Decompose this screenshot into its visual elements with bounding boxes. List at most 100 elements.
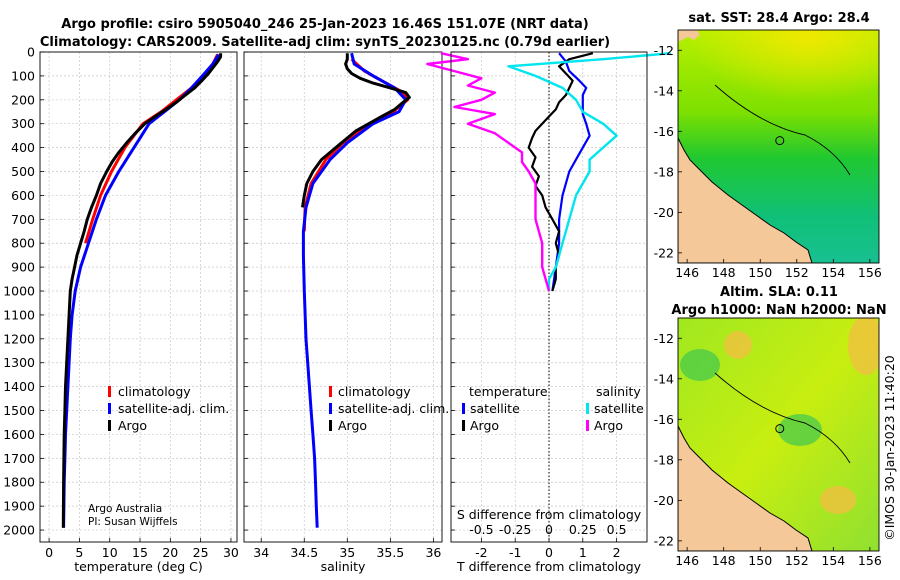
s-tick-label: -0.5 — [469, 522, 493, 537]
y-tick-label: 1700 — [3, 451, 35, 466]
sst-reef-contour — [714, 84, 851, 176]
y-tick-label: 1200 — [3, 331, 35, 346]
series-line-temperature-satellite — [551, 52, 591, 292]
legend-swatch-satellite — [108, 403, 111, 414]
x-tick-label: 34.5 — [290, 545, 318, 560]
series-line-salinity-satellite — [507, 52, 671, 291]
series-line-salinity-argo — [426, 52, 551, 292]
legend-swatch-sal-satellite — [586, 403, 589, 414]
sla-high-east — [848, 318, 879, 375]
y-tick-label: 1000 — [3, 284, 35, 299]
s-tick-label: 0.25 — [569, 522, 597, 537]
legend-swatch-climatology — [329, 386, 332, 397]
y-tick-label: 1500 — [3, 403, 35, 418]
y-tick-label: 1900 — [3, 499, 35, 514]
map-x-tick-label: 154 — [821, 265, 845, 280]
y-tick-label: 1600 — [3, 427, 35, 442]
map-y-tick-label: -12 — [654, 331, 674, 346]
legend-sal-satellite: satellite — [594, 401, 644, 416]
legend-temp-satellite: satellite — [470, 401, 520, 416]
y-tick-label: 100 — [11, 68, 35, 83]
y-tick-label: 800 — [11, 236, 35, 251]
legend-temperature: temperature — [469, 384, 548, 399]
temperature-gridlines — [40, 51, 237, 542]
sla-profile-marker — [775, 424, 785, 434]
map-y-tick-label: -22 — [654, 533, 674, 548]
salinity-xlabel: salinity — [321, 559, 366, 574]
s-tick-label: 0 — [545, 522, 553, 537]
map-x-tick-label: 148 — [712, 265, 736, 280]
map-y-tick-label: -14 — [654, 83, 674, 98]
sla-map-title2: Argo h1000: NaN h2000: NaN — [671, 303, 886, 318]
map-y-tick-label: -12 — [654, 43, 674, 58]
map-y-tick-label: -18 — [654, 164, 674, 179]
credit-line1: Argo Australia — [88, 503, 162, 515]
x-tick-label: 0 — [45, 545, 53, 560]
x-tick-label: 35.5 — [376, 545, 404, 560]
salinity-ticks: 34 34.5 35 35.5 36 — [244, 51, 441, 560]
temperature-xlabel: temperature (deg C) — [74, 559, 203, 574]
y-tick-label: 500 — [11, 164, 35, 179]
sst-warm-region — [678, 30, 879, 140]
sla-map-title: Altim. SLA: 0.11 — [720, 285, 838, 300]
sla-map-ticks: 146 148 150 152 154 156 -12 -14 -16 -18 -20 -22 — [654, 331, 882, 568]
difference-legend: temperature satellite Argo salinity sate… — [462, 384, 644, 433]
sla-low-centre — [778, 414, 822, 446]
legend-climatology: climatology — [118, 384, 191, 399]
difference-xlabel: T difference from climatology — [456, 559, 642, 574]
legend-temp-argo: Argo — [470, 418, 499, 433]
map-y-tick-label: -20 — [654, 205, 674, 220]
map-y-tick-label: -20 — [654, 493, 674, 508]
y-tick-label: 1100 — [3, 307, 35, 322]
map-x-tick-label: 146 — [675, 553, 699, 568]
map-x-tick-label: 150 — [748, 553, 772, 568]
x-tick-label: 35 — [339, 545, 355, 560]
legend-sal-argo: Argo — [594, 418, 623, 433]
legend-swatch-argo — [108, 420, 111, 431]
sla-reef-contour — [714, 372, 851, 464]
legend-salinity: salinity — [596, 384, 641, 399]
s-tick-label: -0.25 — [499, 522, 531, 537]
y-tick-label: 900 — [11, 260, 35, 275]
y-tick-label: 1300 — [3, 355, 35, 370]
map-y-tick-label: -22 — [654, 245, 674, 260]
legend-argo: Argo — [118, 418, 147, 433]
title-line2: Climatology: CARS2009. Satellite-adj cli… — [40, 35, 610, 50]
map-y-tick-label: -18 — [654, 452, 674, 467]
series-line-argo — [301, 53, 411, 208]
temperature-axes-box — [39, 51, 238, 543]
y-tick-label: 0 — [27, 45, 35, 60]
sla-map-box — [677, 317, 880, 552]
x-tick-label: 15 — [132, 545, 148, 560]
legend-satellite: satellite-adj. clim. — [338, 401, 449, 416]
map-x-tick-label: 154 — [821, 553, 845, 568]
sla-high-north — [724, 331, 752, 359]
y-tick-label: 1400 — [3, 379, 35, 394]
x-tick-label: 0 — [545, 545, 553, 560]
legend-climatology: climatology — [338, 384, 411, 399]
title-line1: Argo profile: csiro 5905040_246 25-Jan-2… — [61, 17, 588, 32]
salinity-panel: 34 34.5 35 35.5 36 salinity climatology sate… — [243, 51, 449, 574]
map-y-tick-label: -16 — [654, 124, 674, 139]
map-y-tick-label: -14 — [654, 371, 674, 386]
legend-swatch-temp-argo — [462, 420, 465, 431]
y-tick-label: 2000 — [3, 523, 35, 538]
x-tick-label: 2 — [613, 545, 621, 560]
sst-map-image — [678, 30, 879, 263]
sla-land-coast — [678, 425, 813, 551]
timestamp: ©IMOS 30-Jan-2023 11:40:20 — [882, 355, 897, 541]
map-x-tick-label: 150 — [748, 265, 772, 280]
map-x-tick-label: 156 — [858, 553, 882, 568]
y-tick-label: 1800 — [3, 475, 35, 490]
difference-panel: -2 -1 0 1 2 -0.5 -0.25 0 0.25 0.5 T difference fr… — [426, 51, 671, 574]
x-tick-label: 10 — [102, 545, 118, 560]
series-line-satellite-adj-clim- — [301, 52, 408, 528]
sst-map-box — [677, 29, 880, 264]
temperature-legend: climatology satellite-adj. clim. Argo — [108, 384, 229, 433]
credit-line2: PI: Susan Wijffels — [88, 516, 178, 528]
sla-map: Altim. SLA: 0.11 Argo h1000: NaN h2000: … — [654, 285, 887, 568]
temperature-ticks: 0100200300400500600700800900100011001200… — [3, 45, 239, 561]
sst-land-coast — [678, 137, 813, 263]
sla-high-south — [820, 486, 856, 514]
